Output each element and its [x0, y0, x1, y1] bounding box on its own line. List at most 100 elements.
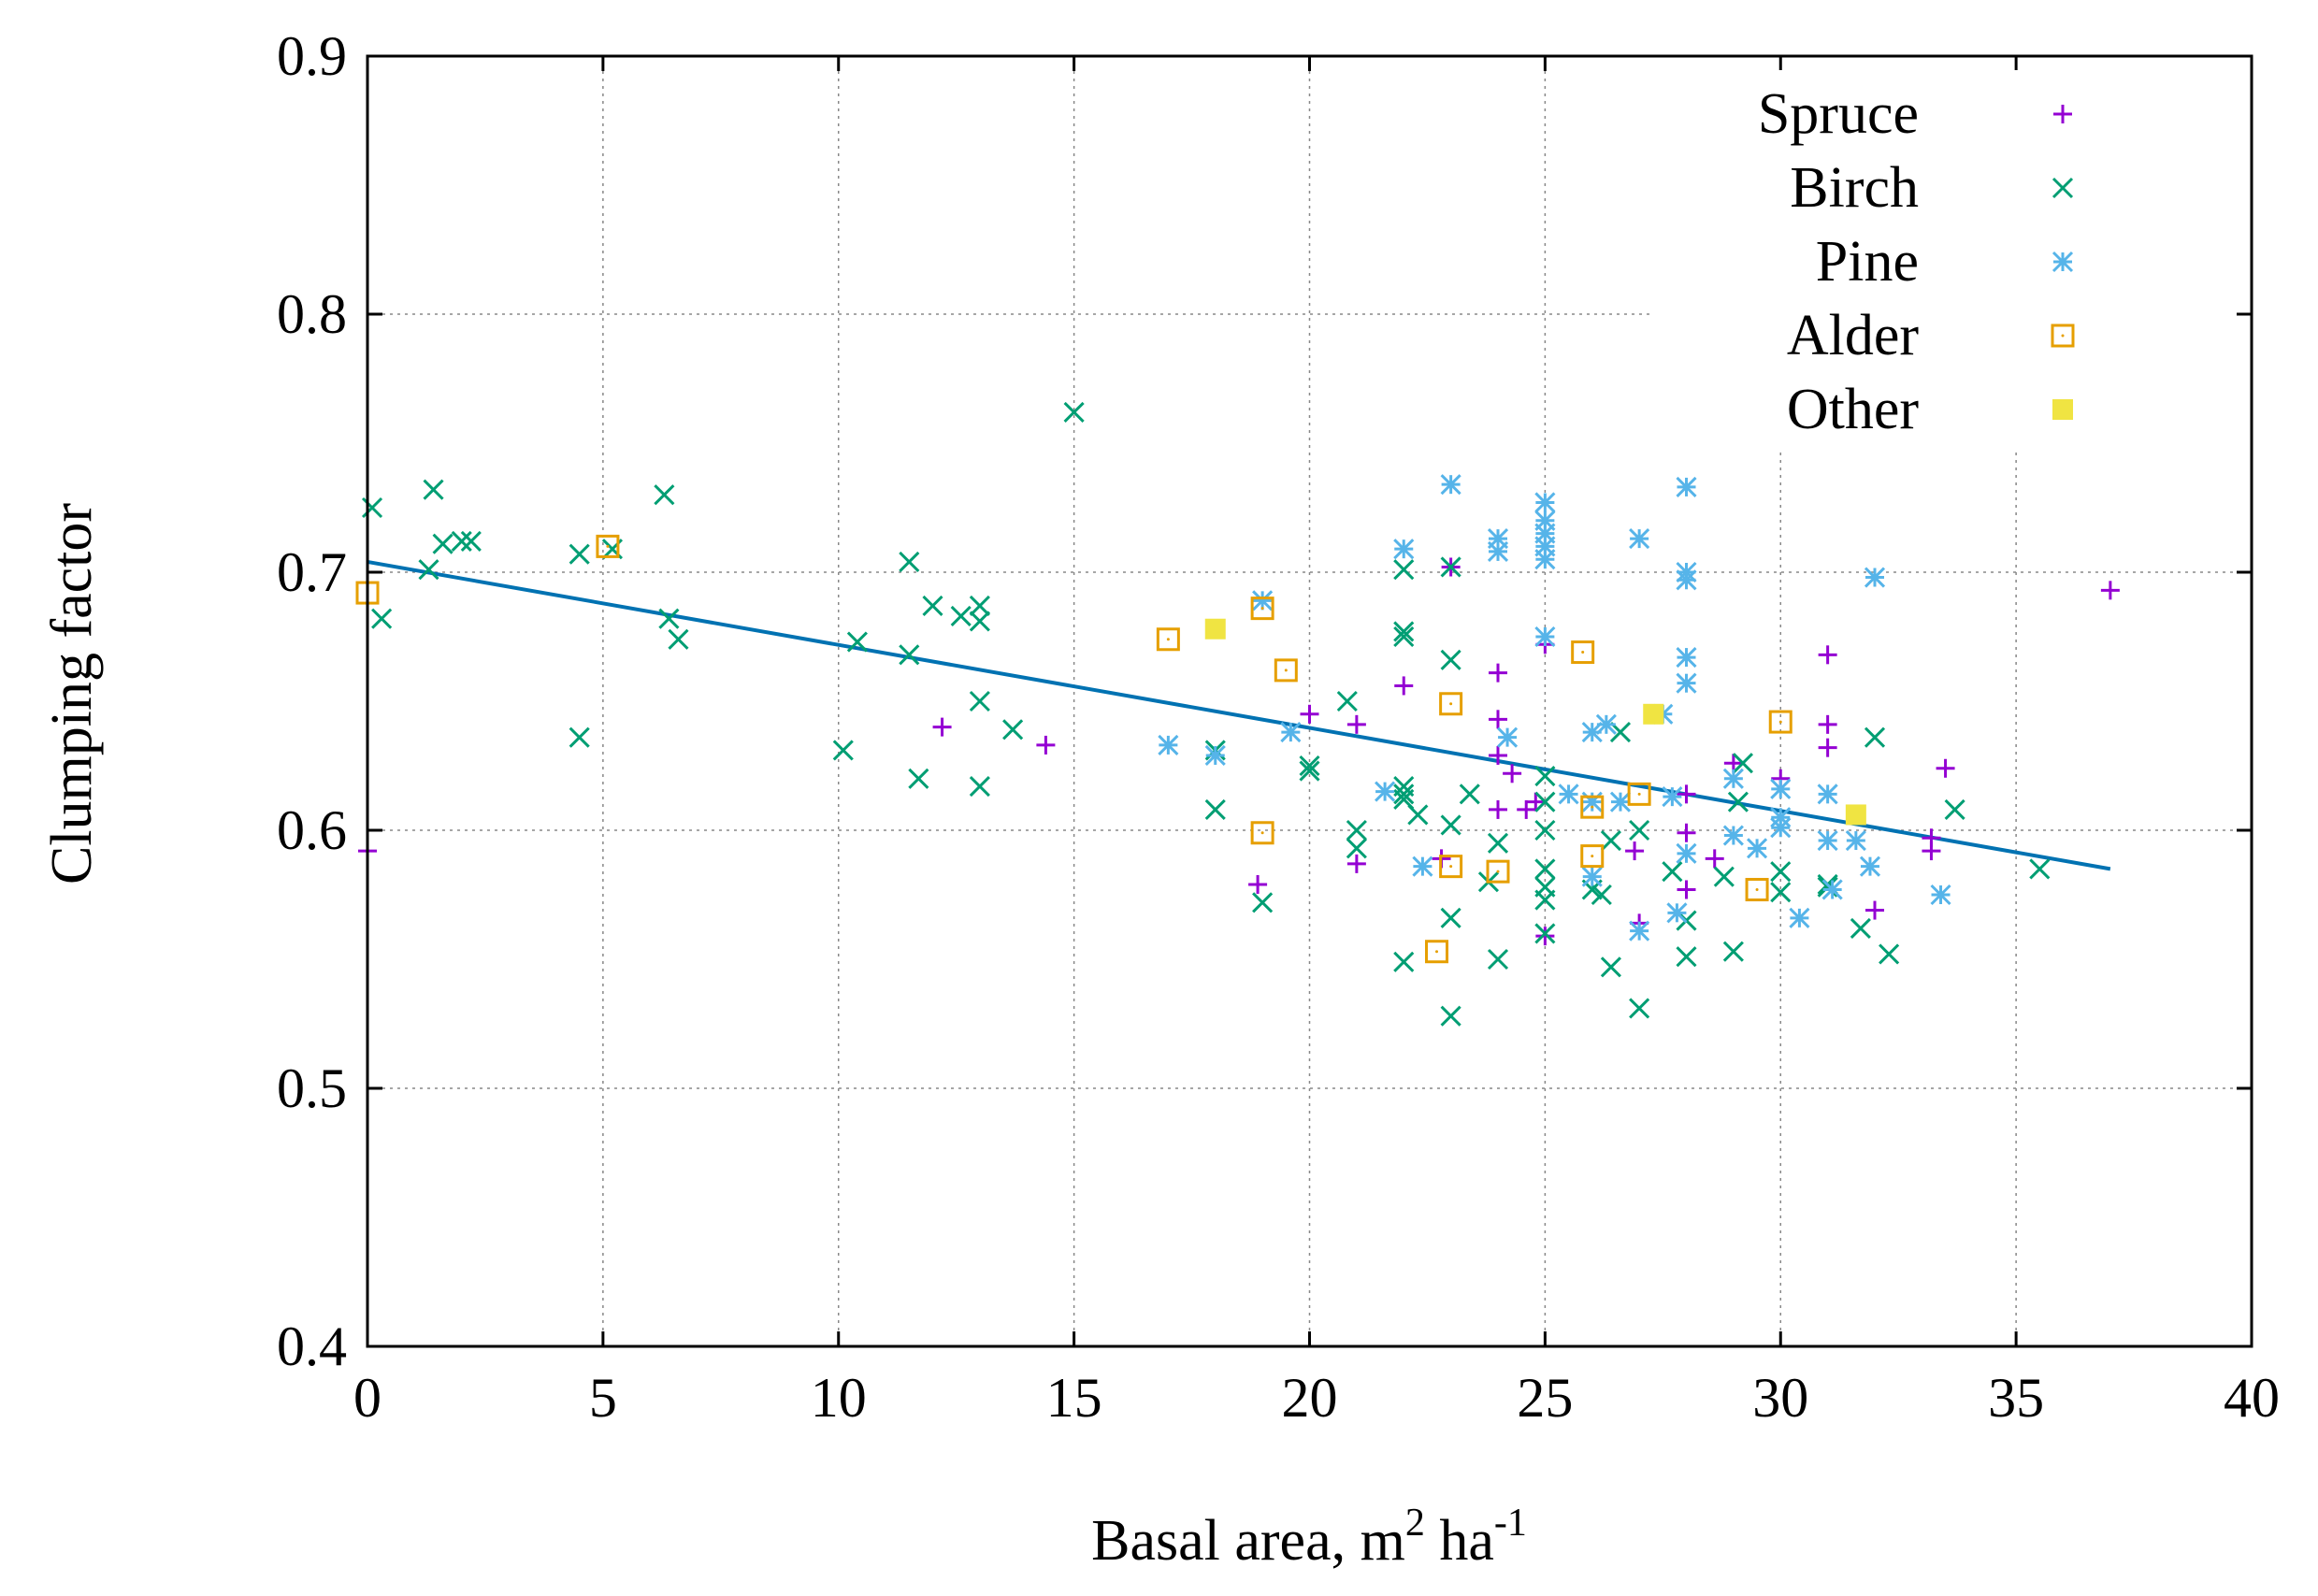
- point-pine: [1859, 856, 1881, 877]
- point-pine: [1864, 567, 1886, 588]
- point-pine: [1676, 842, 1697, 864]
- legend-marker-spruce: [2053, 105, 2072, 123]
- point-birch: [654, 484, 675, 506]
- point-birch: [1252, 892, 1274, 913]
- point-pine: [1789, 907, 1810, 928]
- point-spruce: [1394, 676, 1414, 696]
- point-pine: [1629, 920, 1650, 942]
- x-tick-label: 5: [589, 1367, 617, 1429]
- point-spruce: [1705, 849, 1724, 869]
- point-spruce: [1677, 784, 1696, 804]
- point-alder: [1274, 658, 1298, 683]
- point-birch: [1591, 884, 1612, 906]
- point-alder: [1439, 855, 1463, 879]
- point-birch: [899, 644, 920, 666]
- point-alder: [1768, 710, 1792, 734]
- point-pine: [1204, 744, 1226, 767]
- data-points: [355, 401, 2120, 1027]
- point-alder: [1425, 940, 1449, 964]
- point-birch: [1346, 838, 1367, 859]
- point-spruce: [1248, 874, 1268, 894]
- point-alder: [1627, 782, 1651, 806]
- point-birch: [950, 605, 972, 626]
- x-tick-label: 0: [353, 1367, 382, 1429]
- point-pine: [1722, 825, 1744, 846]
- point-birch: [1770, 861, 1792, 883]
- point-birch: [1204, 798, 1226, 820]
- point-pine: [1770, 817, 1792, 839]
- x-tick-label: 15: [1046, 1367, 1102, 1429]
- point-pine: [1280, 722, 1302, 743]
- point-pine: [1595, 713, 1617, 735]
- point-spruce: [1526, 792, 1546, 812]
- point-spruce: [1922, 828, 1941, 848]
- point-birch: [1879, 943, 1900, 965]
- point-pine: [1930, 884, 1951, 906]
- point-alder: [1571, 640, 1595, 665]
- legend-label-other: Other: [1787, 378, 1920, 441]
- point-birch: [1440, 1005, 1461, 1027]
- point-birch: [1393, 951, 1415, 972]
- point-other: [1845, 804, 1866, 826]
- point-pine: [1662, 786, 1683, 808]
- point-pine: [1629, 528, 1650, 550]
- point-birch: [1534, 819, 1556, 841]
- point-spruce: [1489, 799, 1507, 819]
- point-spruce: [1677, 823, 1696, 842]
- point-pine: [1581, 866, 1603, 887]
- point-birch: [1002, 719, 1024, 740]
- point-alder: [596, 534, 620, 558]
- point-pine: [1676, 672, 1697, 694]
- y-tick-label: 0.7: [277, 541, 347, 603]
- point-birch: [1534, 858, 1556, 880]
- point-birch: [1770, 882, 1792, 903]
- x-tick-label: 25: [1517, 1367, 1573, 1429]
- point-spruce: [2100, 581, 2120, 600]
- point-birch: [1864, 726, 1886, 748]
- point-pine: [1770, 778, 1792, 799]
- point-birch: [451, 530, 472, 552]
- point-birch: [1459, 784, 1480, 805]
- point-birch: [1336, 690, 1358, 712]
- y-tick-label: 0.4: [277, 1316, 347, 1377]
- point-birch: [969, 690, 990, 712]
- x-tick-label: 20: [1282, 1367, 1338, 1429]
- point-pine: [1845, 829, 1866, 852]
- point-pine: [1722, 768, 1744, 789]
- point-alder: [1250, 821, 1274, 845]
- point-birch: [1713, 866, 1735, 887]
- point-birch: [1393, 625, 1415, 648]
- point-spruce: [1489, 745, 1507, 765]
- point-birch: [569, 726, 590, 748]
- point-spruce: [932, 717, 952, 737]
- point-birch: [1440, 556, 1461, 578]
- plot-frame: [366, 54, 2253, 1348]
- point-pine: [1747, 838, 1768, 859]
- trend-line: [367, 559, 2111, 871]
- point-pine: [1534, 625, 1556, 648]
- legend-label-birch: Birch: [1790, 156, 1919, 220]
- point-birch: [1629, 998, 1650, 1019]
- point-birch: [1817, 876, 1838, 898]
- point-birch: [1600, 829, 1621, 852]
- point-birch: [1063, 401, 1085, 423]
- point-birch: [1534, 791, 1556, 812]
- point-birch: [899, 551, 920, 573]
- point-pine: [1375, 781, 1396, 802]
- point-birch: [2029, 858, 2051, 880]
- point-birch: [371, 608, 393, 629]
- point-birch: [846, 631, 868, 653]
- point-spruce: [1036, 735, 1056, 755]
- point-birch: [460, 530, 482, 552]
- point-alder: [1156, 627, 1180, 652]
- point-spruce: [1346, 714, 1366, 734]
- point-birch: [1944, 798, 1965, 820]
- x-tick-label: 30: [1752, 1367, 1808, 1429]
- point-birch: [1850, 917, 1871, 939]
- point-other: [1643, 703, 1664, 725]
- point-spruce: [1818, 645, 1837, 665]
- point-pine: [1666, 902, 1688, 924]
- point-birch: [1722, 941, 1744, 962]
- y-tick-label: 0.5: [277, 1057, 347, 1119]
